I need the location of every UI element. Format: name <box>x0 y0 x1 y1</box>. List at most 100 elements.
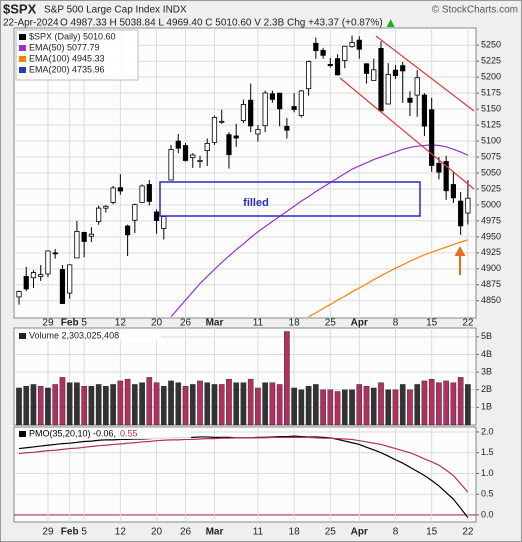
x-tick-label: 15 <box>426 527 438 538</box>
volume-bar <box>349 389 355 426</box>
x-tick-label: Mar <box>206 527 224 538</box>
y-tick-label: 5125 <box>481 119 501 129</box>
y-tick-label: 5025 <box>481 183 501 193</box>
volume-bar <box>298 389 305 426</box>
candle-body <box>378 48 384 112</box>
x-tick-label: 26 <box>180 527 192 538</box>
volume-bar <box>392 389 399 426</box>
change-arrow <box>386 19 395 27</box>
candle-body <box>363 63 370 74</box>
volume-bar <box>37 386 44 426</box>
volume-bar <box>88 386 95 426</box>
volume-bar <box>305 386 312 426</box>
y-tick-label: 5150 <box>481 103 501 113</box>
annotations: filled <box>159 35 475 275</box>
symbol: $SPX <box>3 1 37 16</box>
volume-bar <box>74 382 80 426</box>
arrow-head <box>454 246 466 256</box>
volume-bar <box>414 384 421 426</box>
candle-body <box>16 291 22 298</box>
volume-bar <box>175 382 182 426</box>
volume-bar <box>247 378 254 426</box>
x-tick-label: Feb <box>61 318 79 329</box>
candle-body <box>421 94 428 127</box>
y-tick-label: 4875 <box>481 279 501 289</box>
volume-bar <box>370 387 377 426</box>
candle-body <box>168 148 174 181</box>
volume-bar <box>81 386 87 426</box>
candle-body <box>248 99 254 127</box>
volume-bar <box>66 382 73 426</box>
y-tick-label: 3B <box>481 366 492 376</box>
candle-body <box>334 58 341 76</box>
x-tick-label: 22 <box>462 318 474 329</box>
candle-body <box>175 140 181 149</box>
y-tick-label: 4900 <box>481 263 501 273</box>
volume-bar <box>262 382 268 426</box>
candle-body <box>81 232 87 242</box>
volume-bar <box>182 386 189 426</box>
legend-label: EMA(200) 4735.96 <box>29 64 105 74</box>
y-tick-label: 1B <box>481 402 492 412</box>
volume-bar <box>443 380 449 426</box>
quote: O 4987.33 H 5038.84 L 4969.40 C 5010.60 … <box>60 18 383 29</box>
y-tick-label: 4850 <box>481 295 501 305</box>
candle-body <box>313 42 319 52</box>
candle-body <box>407 97 413 103</box>
candle-body <box>52 252 58 255</box>
candle-body <box>38 274 44 277</box>
x-tick-label: 5 <box>81 527 87 538</box>
x-tick-label: Feb <box>61 527 79 538</box>
legend-box <box>16 330 161 341</box>
volume-bar <box>284 331 290 426</box>
volume-bar <box>52 384 58 426</box>
y-tick-label: 4B <box>481 349 492 359</box>
candle-body <box>465 197 471 214</box>
volume-bar <box>124 378 131 426</box>
x-tick-label: 26 <box>180 318 192 329</box>
candle-body <box>88 233 94 237</box>
legend-swatch <box>19 67 26 73</box>
y-tick-label: 1.0 <box>481 468 494 478</box>
candle-body <box>139 185 145 203</box>
volume-bar <box>226 378 232 426</box>
volume-bar <box>103 386 109 426</box>
candle-body <box>305 61 312 90</box>
volume-bar <box>211 384 218 426</box>
candle-body <box>291 106 297 110</box>
x-tick-label: 12 <box>115 318 127 329</box>
trend-line <box>375 35 475 112</box>
candle-body <box>117 187 123 192</box>
x-tick-label: 8 <box>393 318 399 329</box>
candle-body <box>349 42 355 47</box>
watermark: © StockCharts.com <box>432 5 518 16</box>
volume-bar <box>59 377 66 426</box>
candle-body <box>30 272 37 279</box>
candle-body <box>59 269 66 304</box>
candle-body <box>197 159 203 162</box>
candle-body <box>45 250 51 275</box>
candle-body <box>450 184 457 199</box>
y-tick-label: 4925 <box>481 247 501 257</box>
candle-body <box>204 143 210 152</box>
y-tick-label: 5200 <box>481 72 501 82</box>
legend-swatch <box>19 431 26 437</box>
x-tick-label: Apr <box>351 527 368 538</box>
volume-bar <box>407 389 413 426</box>
volume-bar <box>23 386 30 426</box>
legend-swatch <box>19 45 26 51</box>
legend-label: 0.55 <box>120 428 138 438</box>
series-line <box>18 436 469 493</box>
y-tick-label: 5250 <box>481 40 501 50</box>
x-tick-label: 18 <box>289 318 301 329</box>
y-tick-label: 2.0 <box>481 426 494 436</box>
volume-bar <box>399 384 406 426</box>
volume-bar <box>45 387 51 426</box>
x-tick-label: 20 <box>151 527 163 538</box>
volume-bar <box>363 386 370 426</box>
volume-bar <box>342 389 348 426</box>
candle-body <box>320 49 326 56</box>
candle-body <box>443 161 449 192</box>
candle-body <box>392 69 399 77</box>
legend-swatch <box>19 56 26 62</box>
